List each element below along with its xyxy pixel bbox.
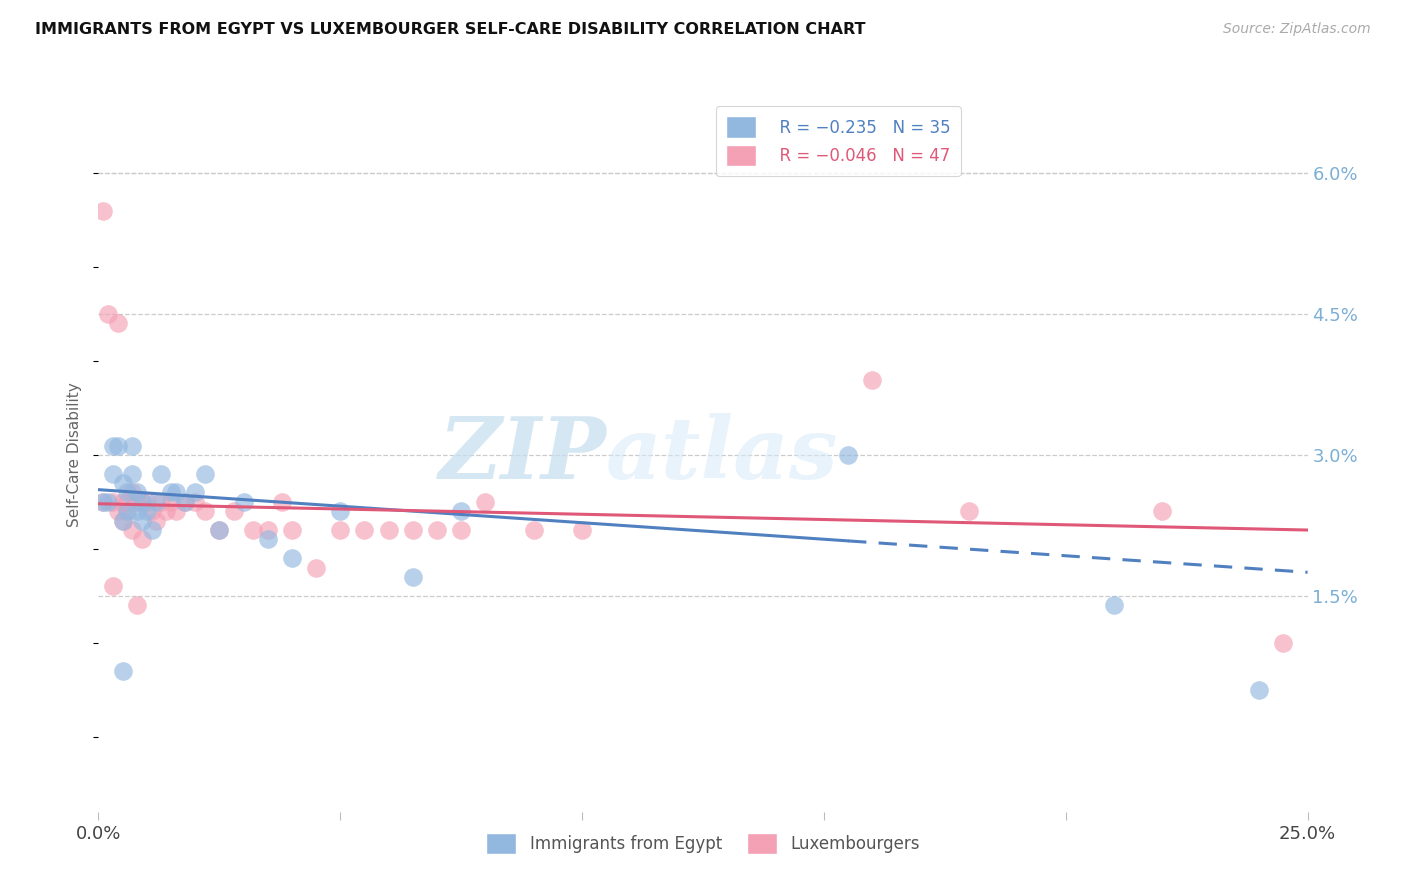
Point: [329, 523, 352, 537]
Point: [145, 514, 167, 528]
Legend: Immigrants from Egypt, Luxembourgers: Immigrants from Egypt, Luxembourgers: [477, 822, 929, 864]
Point: [571, 523, 593, 537]
Point: [160, 495, 183, 509]
Point: [127, 485, 149, 500]
Point: [127, 495, 149, 509]
Point: [101, 467, 124, 481]
Point: [97, 495, 120, 509]
Point: [155, 504, 177, 518]
Point: [107, 438, 129, 452]
Point: [117, 504, 139, 518]
Point: [127, 598, 149, 612]
Point: [165, 485, 187, 500]
Point: [402, 523, 425, 537]
Point: [174, 495, 197, 509]
Point: [450, 523, 472, 537]
Point: [184, 485, 207, 500]
Point: [117, 504, 139, 518]
Point: [150, 495, 173, 509]
Point: [150, 467, 173, 481]
Point: [222, 504, 245, 518]
Point: [450, 504, 472, 518]
Point: [131, 495, 153, 509]
Point: [208, 523, 231, 537]
Point: [107, 317, 129, 331]
Point: [194, 504, 217, 518]
Point: [1152, 504, 1174, 518]
Point: [305, 560, 328, 574]
Point: [111, 514, 134, 528]
Point: [194, 467, 217, 481]
Point: [101, 579, 124, 593]
Point: [256, 523, 278, 537]
Point: [860, 373, 883, 387]
Point: [957, 504, 980, 518]
Point: [256, 533, 278, 547]
Point: [111, 495, 134, 509]
Point: [1249, 682, 1271, 697]
Point: [131, 514, 153, 528]
Point: [208, 523, 231, 537]
Point: [135, 504, 157, 518]
Text: atlas: atlas: [606, 413, 839, 497]
Point: [141, 523, 163, 537]
Text: IMMIGRANTS FROM EGYPT VS LUXEMBOURGER SELF-CARE DISABILITY CORRELATION CHART: IMMIGRANTS FROM EGYPT VS LUXEMBOURGER SE…: [35, 22, 866, 37]
Point: [127, 504, 149, 518]
Y-axis label: Self-Care Disability: Self-Care Disability: [67, 383, 83, 527]
Point: [281, 523, 304, 537]
Point: [101, 438, 124, 452]
Point: [165, 504, 187, 518]
Point: [121, 467, 143, 481]
Point: [426, 523, 449, 537]
Text: ZIP: ZIP: [439, 413, 606, 497]
Point: [91, 495, 114, 509]
Point: [174, 495, 197, 509]
Point: [141, 504, 163, 518]
Point: [101, 495, 124, 509]
Point: [271, 495, 294, 509]
Point: [242, 523, 264, 537]
Point: [121, 438, 143, 452]
Point: [474, 495, 496, 509]
Point: [523, 523, 546, 537]
Point: [837, 448, 859, 462]
Point: [329, 504, 352, 518]
Point: [111, 664, 134, 678]
Point: [117, 485, 139, 500]
Text: Source: ZipAtlas.com: Source: ZipAtlas.com: [1223, 22, 1371, 37]
Point: [117, 495, 139, 509]
Point: [107, 504, 129, 518]
Point: [135, 495, 157, 509]
Point: [402, 570, 425, 584]
Point: [184, 495, 207, 509]
Point: [97, 307, 120, 321]
Point: [160, 485, 183, 500]
Point: [131, 533, 153, 547]
Point: [1102, 598, 1125, 612]
Point: [281, 551, 304, 566]
Point: [377, 523, 399, 537]
Point: [121, 523, 143, 537]
Point: [232, 495, 254, 509]
Point: [111, 514, 134, 528]
Point: [91, 495, 114, 509]
Point: [91, 203, 114, 218]
Point: [121, 485, 143, 500]
Point: [1272, 636, 1295, 650]
Point: [145, 495, 167, 509]
Point: [111, 476, 134, 491]
Point: [131, 495, 153, 509]
Point: [353, 523, 375, 537]
